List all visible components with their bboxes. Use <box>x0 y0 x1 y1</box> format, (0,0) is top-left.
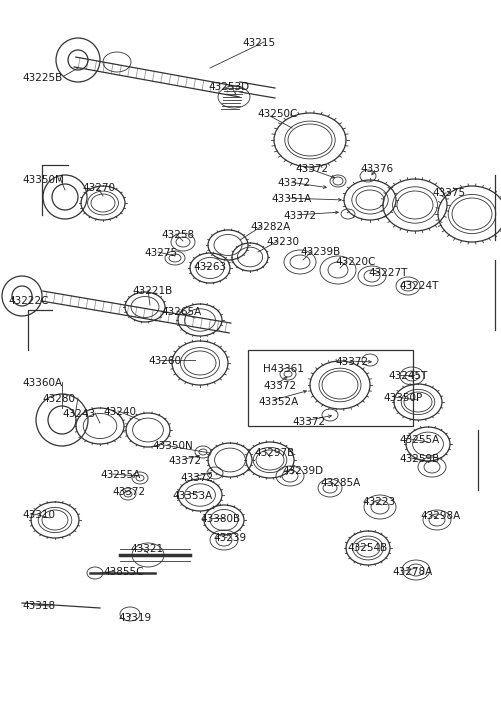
Text: 43350M: 43350M <box>22 175 64 185</box>
Text: H43361: H43361 <box>263 364 303 374</box>
Text: 43280: 43280 <box>42 394 75 404</box>
Text: 43350P: 43350P <box>382 393 421 403</box>
Text: 43239B: 43239B <box>300 247 340 257</box>
Text: 43263: 43263 <box>192 262 225 272</box>
Text: 43380B: 43380B <box>199 514 239 524</box>
Text: 43318: 43318 <box>22 601 55 611</box>
Text: 43285A: 43285A <box>319 478 360 488</box>
Text: 43372: 43372 <box>295 164 328 174</box>
Text: 43353A: 43353A <box>172 491 212 501</box>
Text: 43243: 43243 <box>62 409 95 419</box>
Text: 43265A: 43265A <box>161 307 201 317</box>
Text: 43275: 43275 <box>144 248 177 258</box>
Text: 43224T: 43224T <box>398 281 437 291</box>
Text: 43220C: 43220C <box>334 257 375 267</box>
Text: 43260: 43260 <box>148 356 181 366</box>
Text: 43253D: 43253D <box>207 82 248 92</box>
Text: 43319: 43319 <box>118 613 151 623</box>
Text: 43372: 43372 <box>112 487 145 497</box>
Text: 43375: 43375 <box>431 188 464 198</box>
Text: 43352A: 43352A <box>258 397 298 407</box>
Text: 43372: 43372 <box>263 381 296 391</box>
Text: 43372: 43372 <box>168 456 201 466</box>
Text: 43259B: 43259B <box>398 454 438 464</box>
Text: 43372: 43372 <box>180 473 213 483</box>
Text: 43372: 43372 <box>277 178 310 188</box>
Text: 43321: 43321 <box>130 544 163 554</box>
Text: 43372: 43372 <box>334 357 367 367</box>
Text: 43215: 43215 <box>241 38 275 48</box>
Text: 43225B: 43225B <box>22 73 62 83</box>
Text: 43372: 43372 <box>292 417 325 427</box>
Text: 43372: 43372 <box>283 211 316 221</box>
Text: 43221B: 43221B <box>132 286 172 296</box>
Text: 43855C: 43855C <box>103 567 143 577</box>
Text: 43250C: 43250C <box>257 109 297 119</box>
Text: 43350N: 43350N <box>152 441 192 451</box>
Text: 43239: 43239 <box>212 533 245 543</box>
Text: 43351A: 43351A <box>271 194 311 204</box>
Text: 43298A: 43298A <box>419 511 459 521</box>
Text: 43240: 43240 <box>103 407 136 417</box>
Text: 43270: 43270 <box>82 183 115 193</box>
Text: 43223: 43223 <box>361 497 394 507</box>
Text: 43310: 43310 <box>22 510 55 520</box>
Text: 43227T: 43227T <box>367 268 407 278</box>
Text: 43255A: 43255A <box>398 435 438 445</box>
Text: 43245T: 43245T <box>387 371 426 381</box>
Text: 43222C: 43222C <box>8 296 49 306</box>
Bar <box>247 350 412 426</box>
Text: 43258: 43258 <box>161 230 194 240</box>
Text: 43255A: 43255A <box>100 470 140 480</box>
Text: 43282A: 43282A <box>249 222 290 232</box>
Text: 43254B: 43254B <box>346 543 386 553</box>
Text: 43297B: 43297B <box>254 448 294 458</box>
Text: 43239D: 43239D <box>282 466 323 476</box>
Text: 43230: 43230 <box>266 237 299 247</box>
Text: 43278A: 43278A <box>391 567 431 577</box>
Text: 43376: 43376 <box>359 164 392 174</box>
Text: 43360A: 43360A <box>22 378 62 388</box>
